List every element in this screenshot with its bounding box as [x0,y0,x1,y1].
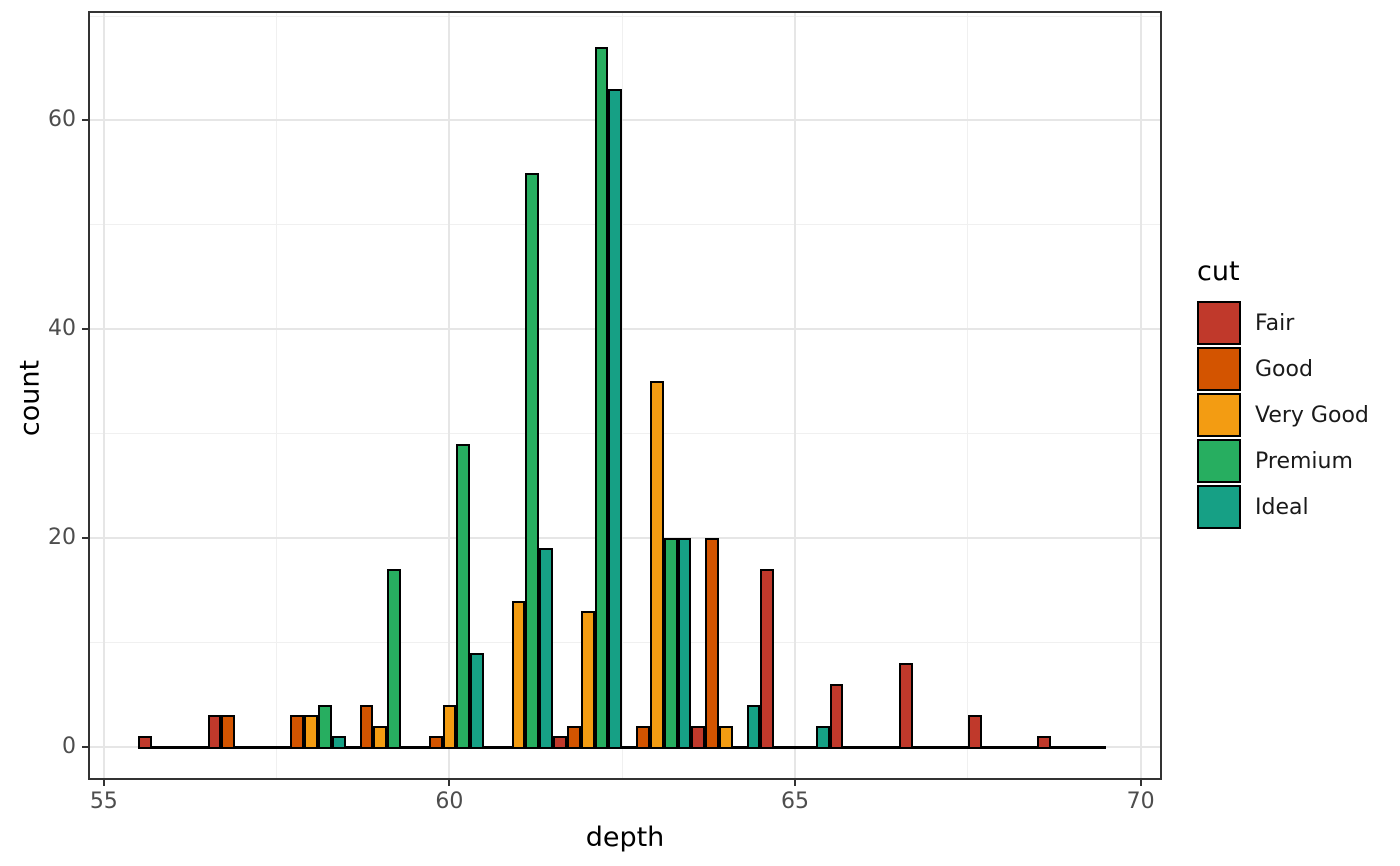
y-tick-label: 20 [48,524,76,550]
gridline-x-minor [967,13,969,778]
legend-item-very-good: Very Good [1197,393,1369,437]
bar-good-59 [359,704,374,749]
x-tick-label: 60 [435,789,464,814]
bar-good-64 [705,537,719,749]
bar-ideal-60 [470,652,484,749]
gridline-x-major [102,13,105,778]
x-tick-label: 55 [89,789,118,814]
bar-fair-64 [691,725,706,749]
bar-very-good-61 [511,600,526,749]
legend-item-label: Good [1255,356,1313,382]
y-tick-mark [82,536,90,539]
gridline-x-major [448,13,451,778]
bar-premium-61 [525,172,540,749]
legend-swatch-icon [1197,393,1241,437]
x-tick-mark [1139,778,1142,786]
x-tick-mark [448,778,451,786]
bar-good-58 [290,715,305,749]
bar-premium-63 [663,537,678,749]
bar-good-60 [428,736,443,749]
bar-fair-68 [967,715,982,749]
bar-fair-62 [553,736,567,749]
gridline-x-major [1139,13,1142,778]
bar-premium-59 [387,569,402,749]
legend: cut Fair Good Very Good Premium Ideal [1197,256,1369,529]
legend-swatch-icon [1197,439,1241,483]
plot-area [90,13,1160,778]
bar-very-good-58 [304,715,319,749]
bar-very-good-59 [373,725,388,749]
x-tick-mark [102,778,105,786]
legend-swatch-icon [1197,485,1241,529]
bar-very-good-63 [649,381,664,749]
bar-ideal-64 [746,704,761,749]
bar-fair-65 [760,569,775,749]
bar-very-good-64 [719,725,733,749]
bar-premium-60 [456,444,471,749]
y-tick-label: 60 [48,107,76,133]
bar-very-good-62 [580,611,595,749]
bar-ideal-63 [677,537,692,749]
legend-item-premium: Premium [1197,439,1369,483]
bar-very-good-60 [442,704,457,749]
bar-ideal-58 [331,736,346,749]
gridline-y-minor [90,15,1160,17]
plot-panel [88,11,1162,780]
legend-item-label: Premium [1255,448,1353,474]
legend-item-ideal: Ideal [1197,485,1369,529]
gridline-y-major [90,119,1160,122]
legend-item-label: Fair [1255,310,1295,336]
gridline-x-major [794,13,797,778]
legend-item-label: Ideal [1255,494,1309,520]
bar-ideal-62 [608,89,623,749]
y-tick-mark [82,328,90,331]
gridline-y-minor [90,641,1160,643]
zero-baseline [138,745,1107,749]
bar-premium-58 [318,704,332,749]
bar-fair-67 [898,663,913,749]
legend-swatch-icon [1197,347,1241,391]
legend-item-good: Good [1197,347,1369,391]
bar-fair-69 [1036,736,1051,749]
bar-ideal-61 [539,548,554,749]
legend-title: cut [1197,256,1240,287]
gridline-x-minor [621,13,623,778]
bar-fair-66 [829,684,844,749]
legend-swatch-icon [1197,301,1241,345]
y-tick-label: 0 [62,733,76,759]
legend-items: Fair Good Very Good Premium Ideal [1197,301,1369,529]
y-tick-label: 40 [48,316,76,342]
gridline-y-major [90,328,1160,331]
legend-item-fair: Fair [1197,301,1369,345]
legend-item-label: Very Good [1255,402,1369,428]
bar-good-57 [221,715,236,749]
x-tick-label: 70 [1126,789,1155,814]
y-tick-mark [82,745,90,748]
x-axis-title: depth [585,822,665,853]
gridline-y-major [90,536,1160,539]
bar-ideal-65 [815,725,830,749]
gridline-x-minor [276,13,278,778]
y-axis-title: count [14,359,46,437]
bar-fair-57 [207,715,222,749]
bar-good-63 [636,725,650,749]
bar-good-62 [566,725,581,749]
y-tick-mark [82,119,90,122]
x-tick-label: 65 [781,789,810,814]
gridline-y-minor [90,433,1160,435]
bar-premium-62 [594,47,609,749]
bar-fair-56 [138,736,153,749]
x-tick-mark [794,778,797,786]
gridline-y-minor [90,224,1160,226]
